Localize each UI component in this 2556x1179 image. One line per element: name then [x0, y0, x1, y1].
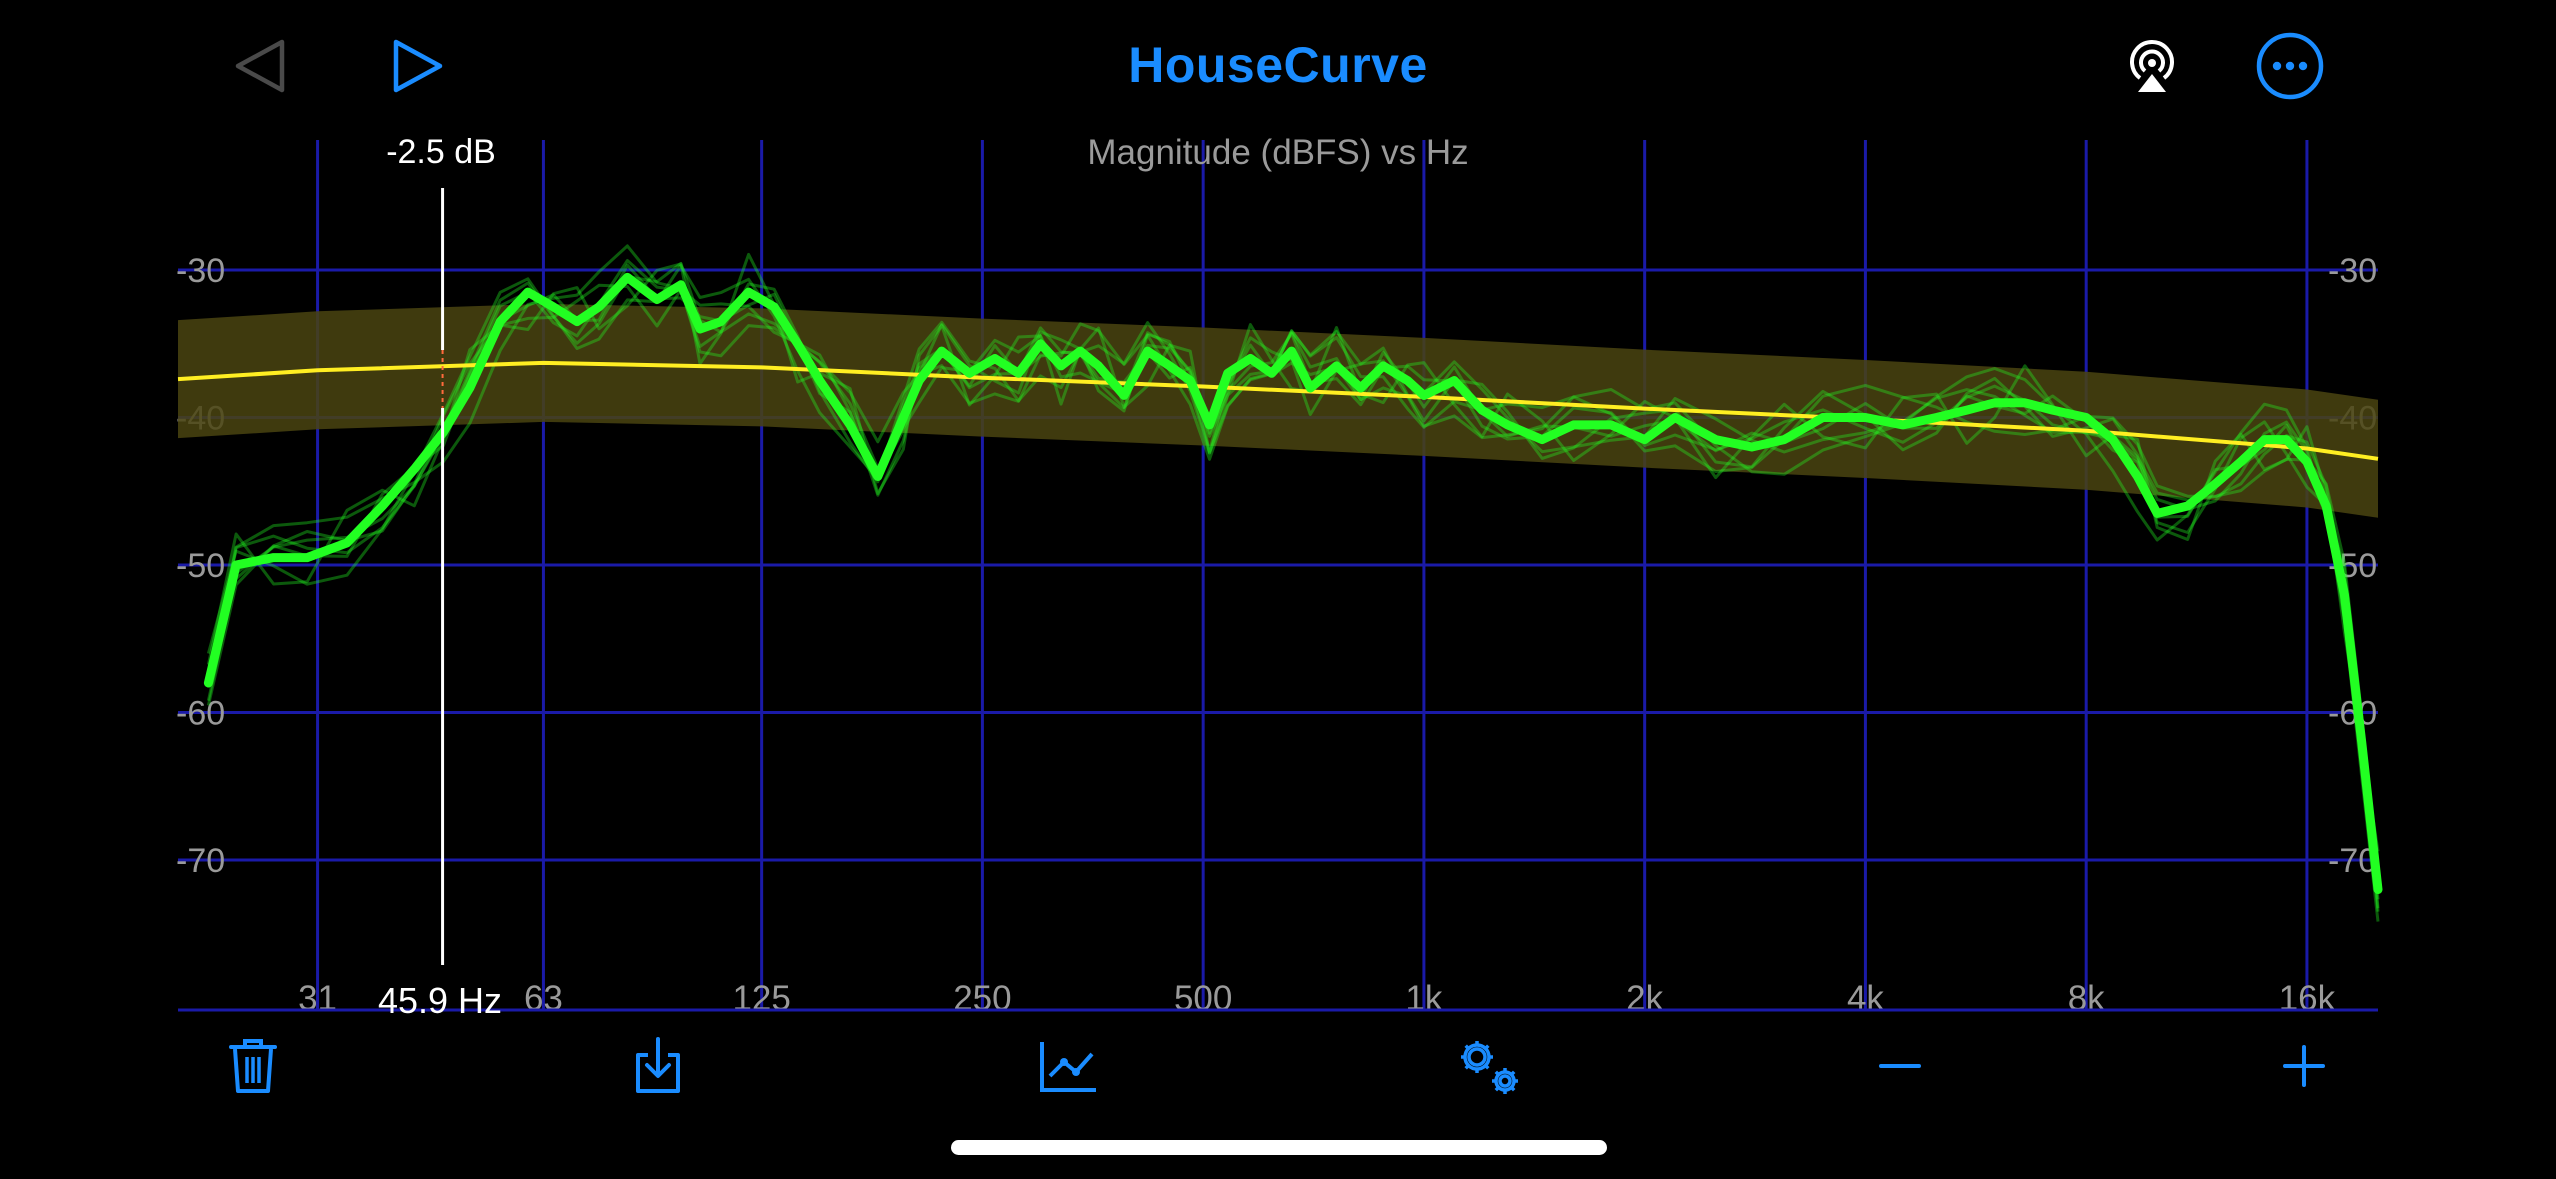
x-tick-label: 31 [298, 979, 337, 1018]
trash-icon [229, 1039, 277, 1093]
download-icon [636, 1037, 680, 1093]
x-tick-label: 2k [1626, 979, 1663, 1018]
y-tick-label-left: -60 [176, 695, 225, 733]
x-tick-label: 500 [1174, 979, 1232, 1018]
delete-button[interactable] [215, 1028, 291, 1104]
save-button[interactable] [620, 1028, 696, 1104]
graph-view-button[interactable] [1030, 1028, 1106, 1104]
average-response-curve [203, 272, 2383, 894]
cursor-hz-readout: 45.9 Hz [377, 980, 503, 1021]
plus-icon [2283, 1045, 2325, 1087]
x-tick-label: 63 [524, 979, 563, 1018]
line-chart-icon [1040, 1042, 1096, 1092]
more-options-button[interactable] [2252, 28, 2328, 104]
measurement-trace [206, 259, 2380, 879]
y-tick-label-left: -50 [176, 547, 225, 585]
top-navigation-bar: HouseCurve [0, 0, 2556, 140]
gears-icon [1461, 1041, 1518, 1094]
back-button[interactable] [220, 30, 300, 102]
x-tick-label: 16k [2279, 979, 2336, 1018]
zoom-out-button[interactable] [1862, 1028, 1938, 1104]
x-tick-label: 250 [953, 979, 1011, 1018]
minus-icon [1879, 1064, 1921, 1068]
y-tick-label-left: -30 [176, 252, 225, 290]
play-button[interactable] [378, 30, 458, 102]
y-tick-label-left: -70 [176, 842, 225, 880]
x-tick-label: 8k [2068, 979, 2105, 1018]
play-triangle-icon [393, 39, 443, 93]
target-curve [177, 360, 2379, 461]
settings-button[interactable] [1448, 1028, 1528, 1108]
home-indicator [951, 1140, 1607, 1155]
target-tolerance-band [178, 303, 2378, 518]
app-title: HouseCurve [1128, 37, 1428, 93]
x-tick-label: 125 [732, 979, 790, 1018]
x-tick-label: 1k [1405, 979, 1442, 1018]
cursor-db-readout: -2.5 dB [386, 133, 496, 171]
airplay-button[interactable] [2112, 30, 2192, 102]
x-tick-label: 4k [1847, 979, 1884, 1018]
y-tick-label-right: -30 [2328, 252, 2377, 290]
back-triangle-icon [235, 39, 285, 93]
chart-title: Magnitude (dBFS) vs Hz [1087, 133, 1469, 172]
airplay-icon [2130, 40, 2174, 92]
zoom-in-button[interactable] [2266, 1028, 2342, 1104]
measurement-trace [206, 252, 2380, 852]
measurement-trace [206, 264, 2380, 881]
ellipsis-circle-icon [2256, 32, 2324, 100]
bottom-toolbar [0, 1020, 2556, 1110]
